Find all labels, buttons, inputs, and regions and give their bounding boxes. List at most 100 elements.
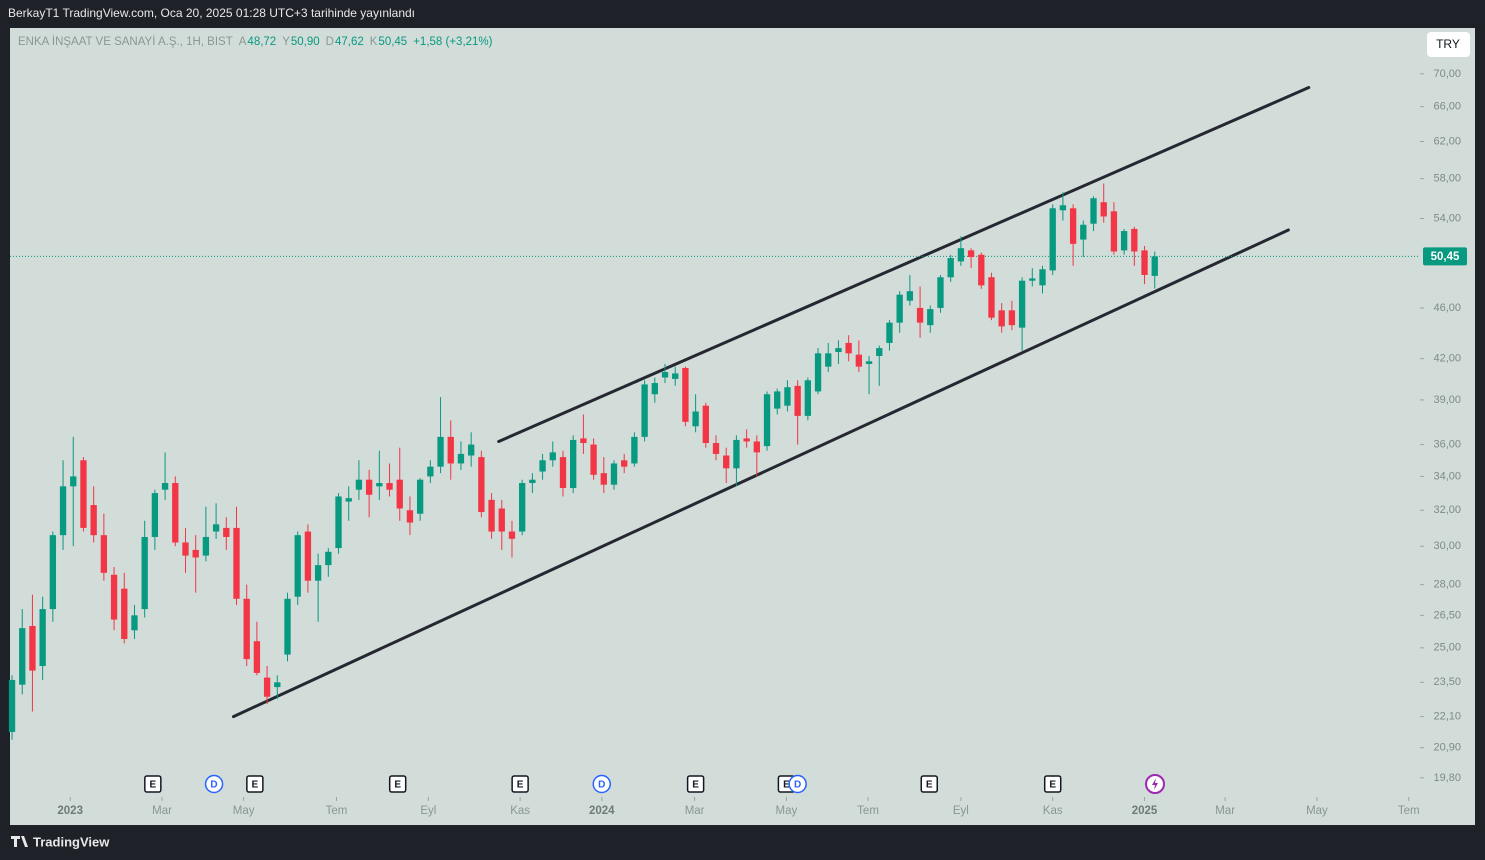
candle-body	[110, 574, 118, 620]
candle-body	[355, 479, 363, 490]
y-tick-label: 39,00	[1433, 394, 1461, 406]
candle-body	[570, 439, 577, 489]
candle-body	[457, 453, 465, 464]
candle-body	[100, 535, 108, 573]
candle-body	[172, 483, 179, 543]
candle-body	[59, 486, 67, 536]
y-tick-label: 34,00	[1433, 470, 1461, 482]
y-tick-label: 70,00	[1433, 68, 1461, 80]
candle-body	[335, 496, 342, 549]
earnings-icon	[686, 775, 705, 793]
candle-body	[1069, 208, 1077, 244]
event-label: D	[598, 780, 605, 791]
candle-body	[314, 565, 322, 581]
candle-body	[610, 463, 618, 485]
legend-change: +1,58 (+3,21%)	[413, 36, 492, 48]
candle-body	[488, 499, 495, 532]
candle-body	[621, 460, 628, 467]
candle-body	[498, 508, 505, 532]
currency-button[interactable]	[1427, 32, 1470, 57]
candle-body	[590, 444, 597, 475]
candle-body	[365, 479, 373, 495]
y-tick-label: 19,80	[1433, 772, 1461, 784]
candle-body	[274, 682, 281, 688]
candle-body	[651, 383, 658, 395]
candle-body	[906, 291, 914, 301]
candle-body	[416, 479, 424, 514]
plot: 70,00 66,00 62,00 58,00 54,00 46,00 42,00 39,00…	[8, 68, 1467, 817]
candle-body	[794, 385, 801, 416]
y-tick-label: 26,50	[1433, 609, 1461, 621]
x-tick-label: Mar	[1215, 805, 1235, 817]
candle-body	[386, 483, 393, 490]
y-tick-label: 66,00	[1433, 101, 1461, 113]
legend-key: Y	[282, 36, 290, 48]
footer-brand: TradingView	[33, 834, 110, 849]
candle-body	[743, 438, 750, 442]
candle-body	[1100, 202, 1107, 217]
x-tick-label: Mar	[152, 805, 172, 817]
y-tick-label: 42,00	[1433, 353, 1461, 365]
x-tick-label: Kas	[510, 805, 530, 817]
event-label: E	[252, 780, 259, 791]
x-tick-label: Eyl	[953, 805, 969, 817]
candle-body	[49, 535, 57, 610]
candle-body	[1059, 205, 1067, 211]
candle-body	[804, 380, 812, 416]
legend-key: D	[326, 36, 334, 48]
candle-body	[131, 615, 138, 631]
dividend-icon	[204, 774, 224, 794]
candle-body	[1039, 269, 1046, 286]
candle-body	[121, 588, 128, 639]
event-label: E	[783, 780, 790, 791]
candle-body	[29, 625, 36, 671]
candle-body	[682, 367, 689, 422]
y-tick-label: 30,00	[1433, 540, 1461, 552]
event-label: D	[794, 780, 801, 791]
candle-body	[223, 527, 230, 537]
candle-body	[916, 307, 924, 323]
event-label: E	[394, 780, 401, 791]
candle-body	[1120, 231, 1128, 251]
x-tick-label: May	[776, 805, 798, 817]
x-tick-label: Mar	[685, 805, 705, 817]
candle-body	[947, 258, 954, 278]
earnings-icon	[1043, 775, 1062, 793]
event-label: D	[210, 780, 217, 791]
candle-body	[539, 460, 546, 472]
y-tick-label: 58,00	[1433, 173, 1461, 185]
x-tick-label: 2024	[589, 805, 615, 817]
y-tick-label: 28,00	[1433, 579, 1461, 591]
x-tick-label: May	[1306, 805, 1328, 817]
trend-line	[231, 228, 1290, 719]
x-tick-label: Kas	[1043, 805, 1063, 817]
candle-body	[478, 457, 485, 512]
candle-body	[835, 348, 842, 353]
candle-body	[212, 524, 220, 532]
trend-line	[497, 86, 1311, 443]
x-tick-label: 2025	[1132, 805, 1158, 817]
candle-body	[998, 310, 1005, 327]
candle-body	[672, 373, 679, 379]
candle-body	[1110, 211, 1118, 252]
x-tick-label: May	[233, 805, 255, 817]
x-tick-label: 2023	[57, 805, 83, 817]
earnings-icon	[388, 775, 407, 793]
candle-body	[529, 479, 536, 484]
y-tick-label: 62,00	[1433, 135, 1461, 147]
candle-body	[712, 443, 720, 454]
candle-body	[141, 536, 148, 610]
flash-bolt	[1152, 778, 1158, 790]
candle-body	[202, 536, 210, 556]
candle-body	[763, 394, 771, 447]
logo	[11, 836, 28, 847]
candle-body	[733, 439, 740, 469]
candle-body	[631, 436, 638, 464]
y-tick-label: 36,00	[1433, 438, 1461, 450]
symbol: ENKA İNŞAAT VE SANAYİ A.Ş., 1H, BIST	[18, 35, 233, 48]
candle-body	[1080, 224, 1087, 240]
candle-body	[467, 444, 475, 456]
candle-body	[161, 483, 169, 490]
candle-body	[1141, 250, 1148, 275]
